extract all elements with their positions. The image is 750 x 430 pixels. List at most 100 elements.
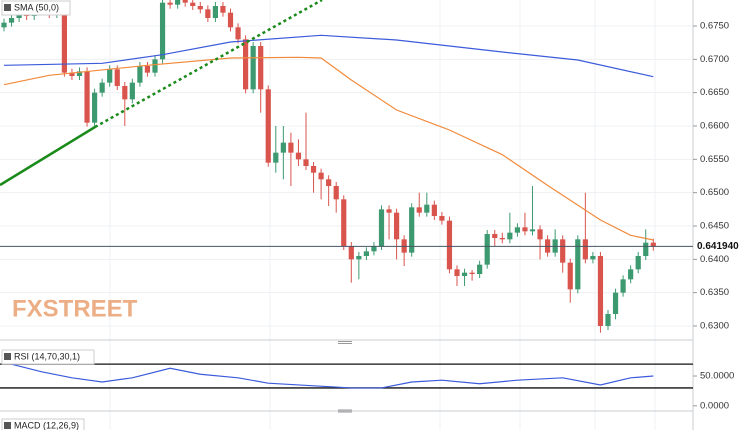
candle-body — [507, 232, 513, 240]
candle-body — [394, 212, 400, 240]
candle-body — [386, 209, 392, 213]
candle-body — [310, 166, 317, 173]
rsi-tick-label: 0.0000 — [700, 400, 729, 411]
candle-body — [61, 10, 67, 73]
candle-body — [378, 209, 385, 246]
candle-body — [295, 152, 302, 160]
candle-body — [461, 272, 468, 276]
candle-body — [371, 246, 377, 252]
candle-body — [288, 142, 294, 153]
y-tick-label: 0.6600 — [700, 121, 729, 132]
candle-body — [522, 227, 528, 232]
macd-label: MACD (12,26,9) — [14, 420, 79, 430]
candle-body — [69, 72, 75, 76]
candle-body — [205, 9, 211, 18]
candle-body — [137, 66, 143, 83]
candle-body — [1, 22, 7, 28]
candle-body — [8, 18, 15, 23]
candle-body — [129, 82, 135, 100]
candle-body — [409, 207, 415, 253]
candle-body — [175, 0, 181, 5]
last-price-box — [694, 239, 744, 254]
candle-body — [250, 46, 256, 90]
y-tick-label: 0.6500 — [700, 187, 729, 198]
candle-body — [84, 71, 90, 123]
candle-body — [514, 227, 520, 233]
candle-body — [605, 314, 611, 326]
candle-body — [212, 6, 218, 18]
candle-body — [537, 229, 543, 240]
candle-body — [590, 256, 596, 260]
candle-body — [477, 264, 483, 274]
y-tick-label: 0.6650 — [700, 87, 729, 98]
panel-handle[interactable] — [338, 409, 352, 413]
candle-body — [628, 269, 634, 280]
watermark: FXSTREET — [12, 295, 138, 322]
candle-body — [439, 216, 445, 221]
vertical-grid — [109, 0, 656, 430]
candle-body — [190, 2, 196, 6]
candle-body — [341, 199, 347, 246]
candle-body — [454, 269, 460, 276]
indicator-label: SMA (50,0) — [14, 2, 59, 12]
candle-body — [635, 256, 641, 270]
candle-body — [280, 142, 286, 153]
candle-body — [197, 6, 203, 10]
candle-body — [92, 92, 98, 123]
candle-body — [107, 69, 113, 83]
candle-body — [243, 39, 249, 90]
y-tick-label: 0.6750 — [700, 21, 729, 32]
indicator-icon — [4, 422, 11, 429]
candle-body — [650, 242, 656, 247]
candle-body — [318, 172, 324, 180]
panel-handle[interactable] — [338, 341, 352, 344]
indicator-box[interactable] — [1, 418, 85, 430]
candle-body — [303, 159, 309, 166]
candle-body — [159, 2, 166, 60]
candle-body — [643, 242, 649, 256]
candle-body — [258, 46, 264, 90]
candle-body — [76, 71, 83, 76]
candle-body — [424, 204, 430, 213]
y-tick-label: 0.6550 — [700, 154, 729, 165]
trend-line — [94, 0, 323, 129]
candle-body — [612, 292, 619, 314]
candle-body — [333, 186, 339, 200]
plot: 0.6300 0.6350 0.6400 0.6450 0.6500 0.6550 0.66… — [0, 0, 744, 412]
sma-line — [3, 56, 654, 241]
y-tick-label: 0.6300 — [700, 321, 729, 332]
candle-body — [582, 239, 588, 260]
candle-body — [567, 262, 573, 290]
candle-body — [431, 204, 437, 216]
candle-body — [265, 89, 271, 163]
indicator-box[interactable] — [1, 0, 71, 16]
y-tick-label: 0.6700 — [700, 54, 729, 65]
candle-body — [99, 82, 105, 93]
y-tick-label: 0.6400 — [700, 254, 729, 265]
indicator-icon — [4, 4, 11, 11]
y-tick-label: 0.6450 — [700, 221, 729, 232]
candle-body — [167, 2, 173, 5]
rsi-tick-label: 50.0000 — [700, 371, 734, 382]
candle-body — [560, 239, 566, 263]
candle-body — [235, 27, 241, 40]
indicator-icon — [4, 353, 11, 360]
candle-body — [620, 279, 626, 293]
candle-body — [363, 251, 369, 256]
indicator-box[interactable] — [1, 349, 95, 365]
y-tick-label: 0.6350 — [700, 287, 729, 298]
sma-line — [3, 34, 654, 78]
candle-body — [273, 152, 279, 163]
candle-body — [356, 256, 362, 260]
candle-body — [227, 12, 234, 28]
candle-body — [182, 0, 188, 3]
candle-body — [529, 229, 536, 232]
candle-body — [484, 234, 490, 265]
candle-body — [499, 238, 505, 240]
candle-body — [114, 69, 120, 86]
candle-body — [597, 256, 604, 326]
candle-body — [492, 234, 498, 238]
candle-body — [348, 246, 354, 260]
